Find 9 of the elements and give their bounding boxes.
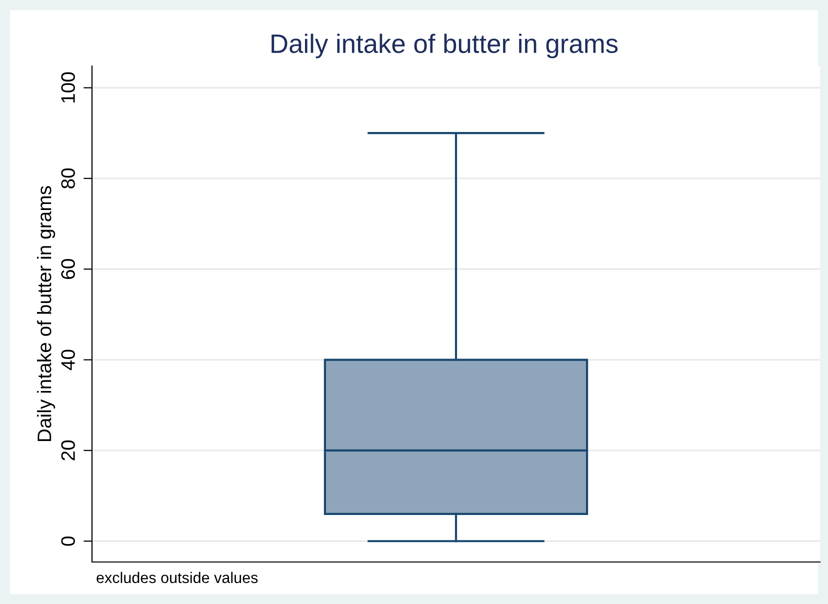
y-tick-label: 0 xyxy=(61,536,75,546)
y-tick-label: 20 xyxy=(61,440,75,460)
text: excludes outside values xyxy=(96,572,258,584)
chart-title: Daily intake of butter in grams xyxy=(272,34,618,58)
y-tick-label: 100 xyxy=(61,72,75,102)
y-axis-title: Daily intake of butter in grams xyxy=(37,186,56,442)
y-tick-label: 80 xyxy=(61,168,75,188)
y-tick-label: 60 xyxy=(61,259,75,279)
y-tick-label: 40 xyxy=(61,350,75,370)
